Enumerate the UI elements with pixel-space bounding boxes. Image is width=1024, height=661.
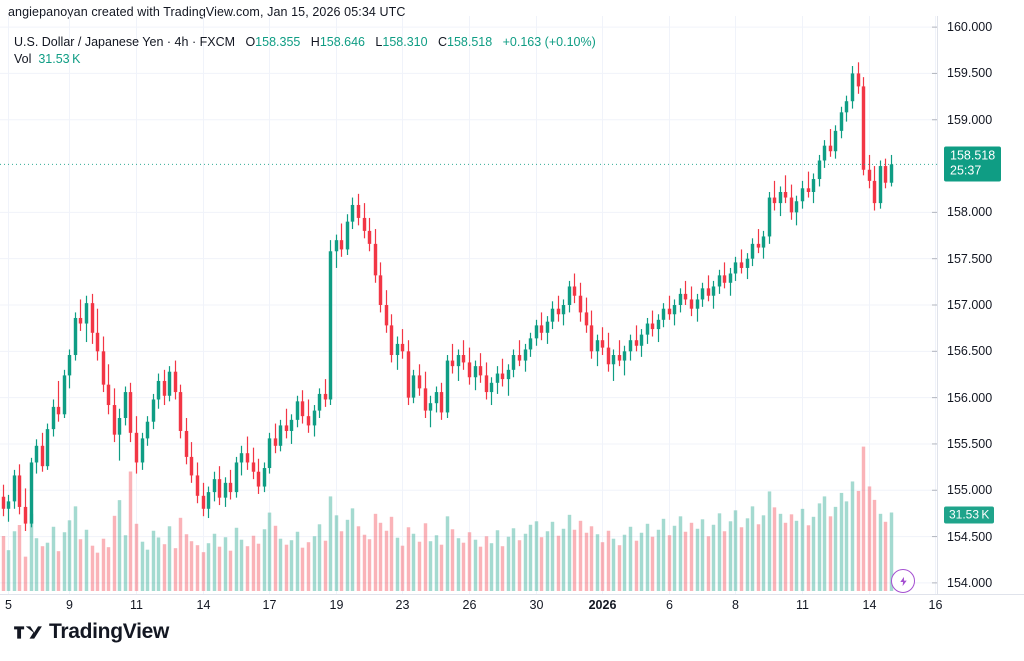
price-tick: 154.500 — [947, 529, 993, 544]
time-tick: 11 — [796, 598, 809, 612]
time-tick: 26 — [462, 598, 477, 612]
time-tick: 17 — [262, 598, 277, 612]
price-chart-plot[interactable]: U.S. Dollar / Japanese Yen · 4h · FXCM O… — [0, 16, 938, 594]
attribution-text: angiepanoyan created with TradingView.co… — [8, 5, 406, 19]
price-tick: 156.000 — [947, 390, 993, 405]
time-tick: 8 — [732, 598, 739, 612]
time-tick: 19 — [329, 598, 344, 612]
price-tick: 157.500 — [947, 251, 993, 266]
time-tick: 9 — [66, 598, 73, 612]
price-tick: 160.000 — [947, 20, 993, 35]
time-tick: 5 — [5, 598, 12, 612]
price-tick: 155.000 — [947, 483, 993, 498]
tradingview-logo-icon — [14, 625, 42, 639]
candlestick-svg — [0, 16, 937, 594]
time-tick: 30 — [529, 598, 544, 612]
price-tick: 154.000 — [947, 575, 993, 590]
time-tick: 23 — [395, 598, 410, 612]
price-tick: 159.500 — [947, 66, 993, 81]
volume-value-badge: 31.53 K — [944, 506, 995, 523]
price-tick: 156.500 — [947, 344, 993, 359]
time-tick: 16 — [928, 598, 943, 612]
lightning-bolt-icon — [899, 576, 907, 586]
time-tick: 2026 — [588, 598, 617, 612]
price-tick: 158.000 — [947, 205, 993, 220]
time-axis[interactable]: 5 9 11 14 17 19 23 26 30 2026 6 8 11 14 16 — [0, 594, 1024, 619]
time-tick: 6 — [666, 598, 673, 612]
tradingview-wordmark: TradingView — [49, 620, 170, 643]
bar-countdown: 25:37 — [950, 163, 982, 178]
realtime-badge[interactable] — [891, 569, 916, 593]
price-tick: 155.500 — [947, 436, 993, 451]
last-price-badge[interactable]: 158.518 25:37 — [944, 146, 1002, 182]
price-tick: 159.000 — [947, 112, 993, 127]
tradingview-footer-logo: TradingView — [14, 620, 169, 644]
time-tick: 14 — [196, 598, 211, 612]
time-tick: 11 — [130, 598, 143, 612]
last-price-value: 158.518 — [950, 148, 996, 163]
price-axis[interactable]: 160.000 159.500 159.000 158.000 157.500 157.0… — [938, 16, 1024, 594]
price-tick: 157.000 — [947, 298, 993, 312]
time-tick: 14 — [862, 598, 877, 612]
chart-area[interactable]: U.S. Dollar / Japanese Yen · 4h · FXCM O… — [0, 16, 1024, 594]
